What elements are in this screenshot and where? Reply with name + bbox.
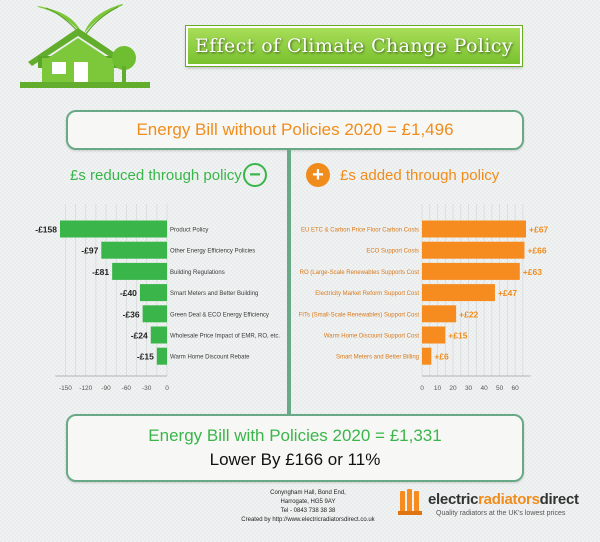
footer-address: Conyngham Hall, Bond End, Harrogate, HG5… xyxy=(220,489,396,525)
leaf-icon xyxy=(37,4,123,35)
x-tick-label: -150 xyxy=(59,385,72,392)
data-label: +£63 xyxy=(523,267,542,277)
house-tree-illustration xyxy=(20,4,150,88)
x-tick-label: 40 xyxy=(480,385,488,392)
data-label: -£36 xyxy=(123,309,140,319)
bar xyxy=(60,220,167,238)
data-label: -£24 xyxy=(131,331,148,341)
category-label: Smart Meters and Better Building xyxy=(170,291,258,297)
category-label: Electricity Market Reform Support Cost xyxy=(315,291,419,297)
x-tick-label: 20 xyxy=(449,385,457,392)
data-label: -£97 xyxy=(81,246,98,256)
category-label: Warm Home Discount Support Cost xyxy=(324,334,419,340)
x-tick-label: -30 xyxy=(142,385,152,392)
bar xyxy=(139,284,167,302)
brand-name-part-3: direct xyxy=(539,491,579,508)
x-tick-label: -120 xyxy=(79,385,92,392)
house-icon xyxy=(20,28,150,88)
category-label: Product Policy xyxy=(170,228,208,234)
reduced-heading: £s reduced through policy xyxy=(70,167,242,184)
category-label: Other Energy Efficiency Policies xyxy=(170,249,255,255)
phone-number: Tel - 0843 738 38 38 xyxy=(280,508,336,514)
plus-circle-icon: + xyxy=(306,163,330,187)
added-bar-chart: 0 10 20 30 40 50 60 +£67 EU ETC & Carbon Price F… xyxy=(299,204,548,392)
data-label: +£66 xyxy=(527,246,546,256)
brand-tagline: Quality radiators at the UK's lowest pri… xyxy=(436,510,566,517)
brand-name-part-1: electric xyxy=(428,491,479,508)
category-label: Wholesale Price Impact of EMR, RO, etc. xyxy=(170,334,280,340)
reduced-bar-chart: -150 -120 -90 -60 -30 0 -£158 Product Policy -£9… xyxy=(35,204,280,392)
x-tick-label: 50 xyxy=(496,385,504,392)
savings-text: Lower By £166 or 11% xyxy=(209,450,381,469)
bar xyxy=(422,347,432,365)
data-label: -£81 xyxy=(92,267,109,277)
category-label: Warm Home Discount Rebate xyxy=(170,355,250,361)
bill-without-policies-box: Energy Bill without Policies 2020 = £1,4… xyxy=(66,110,524,150)
data-label: +£6 xyxy=(434,352,449,362)
data-label: -£40 xyxy=(120,288,137,298)
data-label: +£15 xyxy=(448,331,467,341)
bar xyxy=(422,220,526,238)
bar xyxy=(422,262,520,280)
bill-with-policies-text: Energy Bill with Policies 2020 = £1,331 xyxy=(148,426,442,445)
address-line-2: Harrogate, HG5 9AY xyxy=(280,499,336,505)
category-label: Green Deal & ECO Energy Efficiency xyxy=(170,312,269,318)
header: Effect of Climate Change Policy xyxy=(0,0,600,92)
brand-name-part-2: radiators xyxy=(478,491,540,508)
x-tick-label: -90 xyxy=(101,385,111,392)
minus-circle-icon: − xyxy=(243,163,267,187)
created-by-link[interactable]: Created by http://www.electricradiatorsd… xyxy=(241,517,375,523)
added-heading: £s added through policy xyxy=(340,167,500,184)
bar xyxy=(101,241,167,259)
category-label: EU ETC & Carbon Price Floor Carbon Costs xyxy=(301,228,419,234)
x-tick-label: -60 xyxy=(122,385,132,392)
bar xyxy=(422,284,495,302)
bar xyxy=(422,326,446,344)
x-tick-label: 0 xyxy=(165,385,169,392)
bar xyxy=(112,262,167,280)
bar xyxy=(142,305,167,323)
address-line-1: Conyngham Hall, Bond End, xyxy=(270,490,346,496)
center-divider xyxy=(287,150,291,414)
bill-with-policies-box: Energy Bill with Policies 2020 = £1,331 … xyxy=(66,414,524,482)
data-label: -£158 xyxy=(35,225,57,235)
category-label: Building Regulations xyxy=(170,270,225,276)
x-tick-label: 60 xyxy=(512,385,520,392)
category-label: Smart Meters and Better Billing xyxy=(336,355,419,361)
bar xyxy=(150,326,167,344)
bill-without-policies-text: Energy Bill without Policies 2020 = £1,4… xyxy=(136,120,454,139)
bar xyxy=(156,347,167,365)
brand-logo-icon xyxy=(398,489,422,515)
data-label: +£67 xyxy=(529,225,548,235)
page-title: Effect of Climate Change Policy xyxy=(186,26,522,66)
x-tick-label: 10 xyxy=(434,385,442,392)
tree-icon xyxy=(112,46,136,82)
category-label: RO (Large-Scale Renewables Supports Cost xyxy=(300,270,420,276)
bar xyxy=(422,241,525,259)
bar xyxy=(422,305,457,323)
category-label: ECO Support Costs xyxy=(366,249,419,255)
data-label: -£15 xyxy=(137,352,154,362)
data-label: +£47 xyxy=(498,288,517,298)
data-label: +£22 xyxy=(459,309,478,319)
category-label: FITs (Small-Scale Renewables) Support Co… xyxy=(299,312,420,318)
brand-name[interactable]: electricradiatorsdirect xyxy=(428,491,579,508)
x-tick-label: 30 xyxy=(465,385,473,392)
x-tick-label: 0 xyxy=(420,385,424,392)
